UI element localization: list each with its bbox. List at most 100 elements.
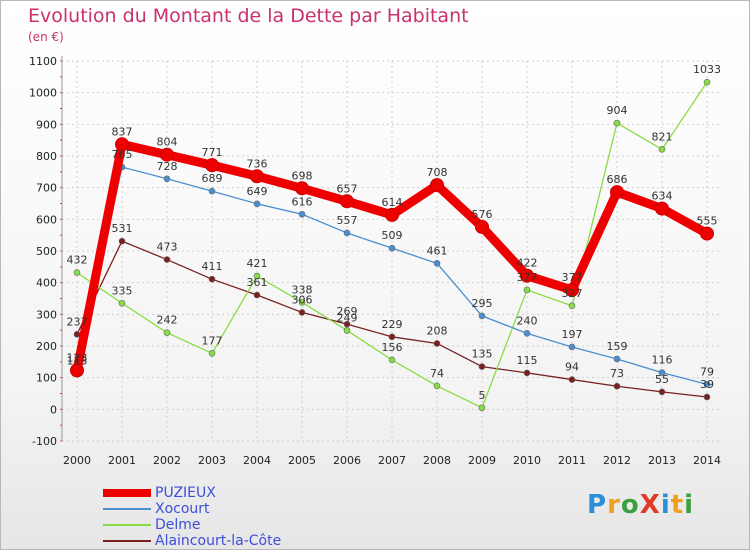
x-axis-ticks: 2000 2001 2002 2003 2004 2005 2006 2007 2008 2009…: [63, 454, 721, 467]
data-label: 771: [202, 146, 223, 159]
data-label: 177: [202, 334, 223, 347]
data-point: [253, 272, 261, 280]
data-label: 5: [479, 389, 486, 402]
data-label: 837: [112, 125, 133, 138]
legend-swatch: [103, 489, 151, 497]
chart-unit: (en €): [28, 30, 64, 44]
data-point: [118, 237, 126, 245]
data-label: 821: [652, 130, 673, 143]
legend-label: PUZIEUX: [155, 485, 216, 501]
x-tick-label: 2004: [243, 454, 271, 467]
data-point: [163, 256, 171, 263]
data-point: [523, 286, 531, 294]
data-point: [478, 404, 486, 412]
data-label: 377: [517, 271, 538, 284]
data-label: 708: [427, 166, 448, 179]
data-label: 123: [67, 351, 88, 364]
data-point: [298, 309, 306, 316]
data-point: [208, 187, 216, 195]
data-label: 208: [427, 324, 448, 337]
data-point: [163, 329, 171, 337]
data-point: [205, 158, 219, 173]
y-tick-label: -100: [32, 435, 57, 448]
x-tick-label: 2010: [513, 454, 541, 467]
y-tick-label: 1100: [29, 55, 57, 68]
data-label: 197: [562, 328, 583, 341]
data-point: [478, 363, 486, 370]
data-label: 159: [607, 340, 628, 353]
data-label: 113: [67, 355, 88, 368]
y-tick-label: 700: [36, 182, 57, 195]
x-tick-label: 2008: [423, 454, 451, 467]
legend-label: Alaincourt-la-Côte: [155, 533, 282, 549]
data-label: 531: [112, 222, 133, 235]
data-label: 327: [562, 287, 583, 300]
data-point: [703, 381, 711, 388]
data-point: [703, 78, 711, 86]
x-tick-label: 2007: [378, 454, 406, 467]
data-point: [298, 298, 306, 306]
data-point: [253, 291, 261, 299]
chart-title: Evolution du Montant de la Dette par Hab…: [28, 5, 469, 27]
data-point: [250, 169, 264, 184]
data-point: [658, 369, 666, 376]
y-tick-label: 300: [36, 308, 57, 321]
data-point: [208, 349, 216, 357]
data-point: [70, 363, 84, 378]
data-label: 649: [247, 185, 268, 198]
data-label: 904: [607, 104, 628, 117]
legend-swatch: [103, 524, 151, 526]
data-point: [388, 356, 396, 364]
data-label: 765: [112, 148, 133, 161]
data-label: 736: [247, 157, 268, 170]
data-label: 411: [202, 260, 223, 273]
x-tick-label: 2001: [108, 454, 136, 467]
data-label: 229: [382, 318, 403, 331]
data-label: 614: [382, 196, 403, 209]
y-axis-ticks: -100 0 100 200 300 400 500 600 700 800 900 1000 1100: [29, 55, 62, 448]
legend-label: Delme: [155, 517, 201, 533]
data-point: [658, 388, 666, 396]
data-label: 306: [292, 293, 313, 306]
data-point: [523, 369, 531, 377]
data-point: [118, 299, 126, 307]
data-label: 116: [652, 354, 673, 367]
x-tick-label: 2000: [63, 454, 91, 467]
y-tick-label: 900: [36, 118, 57, 131]
data-point: [208, 275, 216, 283]
x-tick-label: 2005: [288, 454, 316, 467]
data-label: 689: [202, 172, 223, 185]
data-label: 79: [700, 365, 714, 378]
data-label: 73: [610, 367, 624, 380]
data-label: 240: [517, 314, 538, 327]
data-label: 39: [700, 378, 714, 391]
data-label: 94: [565, 361, 579, 374]
data-label: 361: [247, 276, 268, 289]
x-tick-label: 2011: [558, 454, 586, 467]
data-point: [655, 201, 669, 216]
data-point: [433, 382, 441, 390]
data-labels: 1238378047717366986576147085764223776866…: [67, 63, 722, 402]
data-label: 634: [652, 190, 673, 203]
data-point: [340, 194, 354, 209]
data-point: [523, 330, 531, 337]
data-point: [610, 185, 624, 200]
data-point: [343, 320, 351, 328]
data-label: 461: [427, 244, 448, 257]
data-label: 421: [247, 257, 268, 270]
x-tick-label: 2002: [153, 454, 181, 467]
y-tick-label: 400: [36, 277, 57, 290]
data-point: [115, 137, 129, 152]
data-point: [568, 376, 576, 383]
data-label: 804: [157, 136, 178, 149]
data-label: 555: [697, 215, 718, 228]
data-point: [433, 260, 441, 267]
data-point: [613, 119, 621, 127]
data-label: 432: [67, 254, 88, 267]
data-label: 377: [562, 271, 583, 284]
data-point: [565, 282, 579, 297]
y-tick-label: 100: [36, 372, 57, 385]
data-label: 686: [607, 173, 628, 186]
data-point: [613, 355, 621, 363]
data-point: [388, 333, 396, 341]
